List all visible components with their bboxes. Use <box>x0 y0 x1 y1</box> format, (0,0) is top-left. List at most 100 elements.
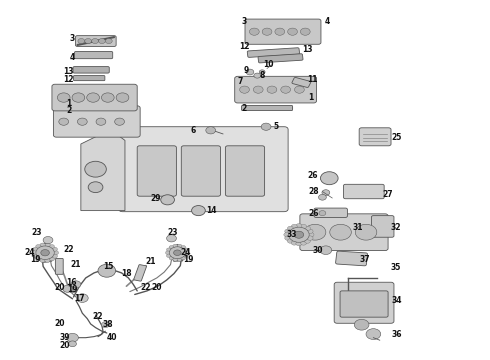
FancyBboxPatch shape <box>52 84 137 111</box>
Text: 19: 19 <box>30 256 41 264</box>
FancyBboxPatch shape <box>225 146 265 196</box>
Ellipse shape <box>166 251 170 255</box>
FancyBboxPatch shape <box>300 214 388 251</box>
Ellipse shape <box>173 250 181 256</box>
Text: 39: 39 <box>59 333 70 342</box>
Ellipse shape <box>41 249 49 256</box>
Ellipse shape <box>85 39 92 44</box>
Ellipse shape <box>304 226 311 231</box>
Text: 18: 18 <box>121 269 132 278</box>
Ellipse shape <box>322 190 330 195</box>
Ellipse shape <box>318 194 326 200</box>
Ellipse shape <box>173 258 178 261</box>
Text: 20: 20 <box>151 283 162 292</box>
Ellipse shape <box>289 227 309 242</box>
Ellipse shape <box>57 93 70 102</box>
Text: 20: 20 <box>54 320 65 328</box>
Text: 14: 14 <box>206 206 217 215</box>
Ellipse shape <box>52 254 57 258</box>
Ellipse shape <box>33 247 38 251</box>
Text: 3: 3 <box>242 17 246 26</box>
Ellipse shape <box>40 243 46 247</box>
Ellipse shape <box>261 123 271 130</box>
Ellipse shape <box>67 333 78 342</box>
Ellipse shape <box>52 247 57 251</box>
Ellipse shape <box>287 239 294 243</box>
FancyBboxPatch shape <box>134 265 147 281</box>
Ellipse shape <box>267 86 277 93</box>
Text: 13: 13 <box>302 45 313 54</box>
Ellipse shape <box>105 39 112 44</box>
Ellipse shape <box>308 233 314 237</box>
FancyBboxPatch shape <box>292 77 311 87</box>
Text: 12: 12 <box>239 42 249 51</box>
FancyBboxPatch shape <box>242 105 293 111</box>
Polygon shape <box>81 130 125 211</box>
FancyBboxPatch shape <box>314 208 347 217</box>
Text: 24: 24 <box>180 248 191 257</box>
FancyBboxPatch shape <box>181 146 221 196</box>
FancyBboxPatch shape <box>137 146 176 196</box>
Ellipse shape <box>43 237 53 244</box>
Ellipse shape <box>177 244 182 248</box>
Ellipse shape <box>69 341 76 347</box>
Ellipse shape <box>45 243 50 247</box>
Ellipse shape <box>320 246 332 255</box>
Ellipse shape <box>253 86 263 93</box>
Text: 35: 35 <box>391 263 401 271</box>
Text: 37: 37 <box>360 256 370 264</box>
Text: 22: 22 <box>63 245 74 253</box>
Ellipse shape <box>181 256 186 260</box>
Text: 34: 34 <box>392 296 402 305</box>
Ellipse shape <box>161 195 174 205</box>
Ellipse shape <box>184 254 188 257</box>
Ellipse shape <box>177 258 182 261</box>
Ellipse shape <box>78 39 85 44</box>
Text: 19: 19 <box>67 285 78 294</box>
Ellipse shape <box>169 256 174 260</box>
Ellipse shape <box>287 226 294 231</box>
FancyBboxPatch shape <box>235 76 317 103</box>
Ellipse shape <box>275 28 285 35</box>
Text: 32: 32 <box>391 223 401 232</box>
Ellipse shape <box>169 246 174 249</box>
Text: 26: 26 <box>308 209 319 217</box>
Text: 17: 17 <box>74 294 85 302</box>
Text: 24: 24 <box>24 248 35 257</box>
Text: 27: 27 <box>383 190 393 199</box>
Ellipse shape <box>240 86 249 93</box>
Ellipse shape <box>285 229 291 234</box>
Text: 6: 6 <box>191 126 196 135</box>
Ellipse shape <box>69 287 76 293</box>
Text: 9: 9 <box>244 66 248 75</box>
Ellipse shape <box>319 211 326 216</box>
Ellipse shape <box>167 235 176 242</box>
FancyBboxPatch shape <box>258 54 303 63</box>
Ellipse shape <box>330 224 351 240</box>
Ellipse shape <box>181 246 186 249</box>
Text: 40: 40 <box>106 333 117 342</box>
Ellipse shape <box>249 28 259 35</box>
Text: 26: 26 <box>307 171 318 180</box>
Ellipse shape <box>173 244 178 248</box>
Ellipse shape <box>296 224 302 228</box>
FancyBboxPatch shape <box>74 51 113 59</box>
Ellipse shape <box>88 182 103 193</box>
Ellipse shape <box>71 281 81 288</box>
Ellipse shape <box>294 231 304 238</box>
Ellipse shape <box>72 93 85 102</box>
Text: 20: 20 <box>59 341 70 350</box>
Text: 38: 38 <box>102 320 113 329</box>
Ellipse shape <box>167 254 171 257</box>
Ellipse shape <box>192 206 205 216</box>
FancyBboxPatch shape <box>371 216 394 237</box>
Ellipse shape <box>63 285 73 292</box>
Text: 10: 10 <box>263 60 274 69</box>
Text: 4: 4 <box>325 17 330 26</box>
Text: 8: 8 <box>260 71 265 80</box>
FancyBboxPatch shape <box>334 282 394 323</box>
Ellipse shape <box>355 224 377 240</box>
FancyBboxPatch shape <box>119 127 288 212</box>
Ellipse shape <box>296 241 302 246</box>
Ellipse shape <box>300 241 307 245</box>
